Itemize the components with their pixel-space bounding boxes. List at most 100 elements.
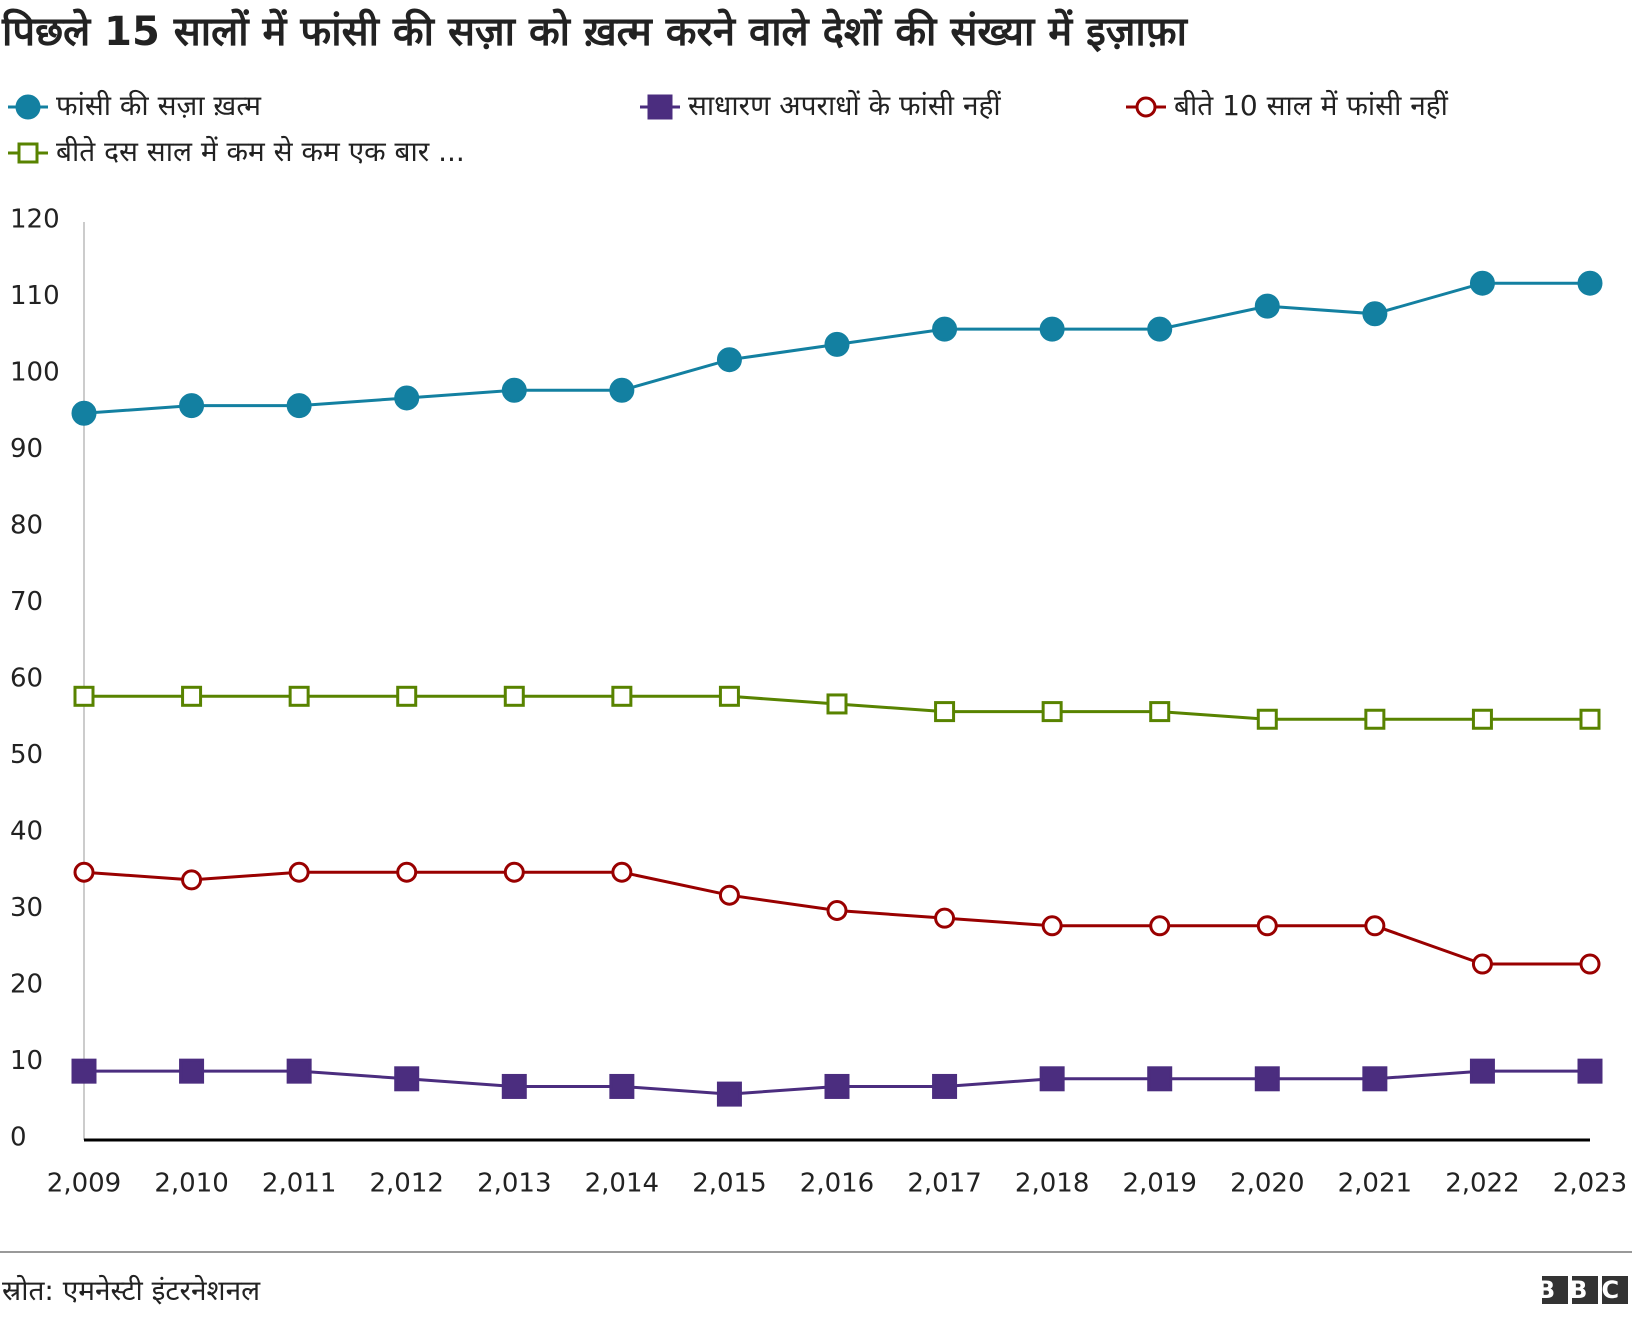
marker xyxy=(716,347,742,373)
logo: BBC xyxy=(1537,1276,1632,1304)
marker xyxy=(824,331,850,357)
marker xyxy=(1039,1066,1065,1092)
legend-item: बीते 10 साल में फांसी नहीं xyxy=(1126,89,1449,122)
legend-label: बीते दस साल में कम से कम एक बार ... xyxy=(56,135,465,168)
marker xyxy=(609,377,635,403)
y-tick-label: 0 xyxy=(10,1123,27,1153)
y-tick-label: 50 xyxy=(10,740,43,770)
marker xyxy=(609,1073,635,1099)
marker xyxy=(1362,1066,1388,1092)
marker xyxy=(1256,708,1278,730)
marker xyxy=(394,1066,420,1092)
x-tick-label: 2,015 xyxy=(692,1169,766,1199)
marker xyxy=(71,1058,97,1084)
marker xyxy=(1256,915,1278,937)
marker xyxy=(179,1058,205,1084)
marker xyxy=(1149,915,1171,937)
marker xyxy=(1254,293,1280,319)
marker xyxy=(396,685,418,707)
legend-item: साधारण अपराधों के फांसी नहीं xyxy=(640,89,1001,122)
marker xyxy=(611,685,633,707)
marker xyxy=(934,701,956,723)
marker xyxy=(1471,708,1493,730)
marker xyxy=(181,685,203,707)
y-tick-label: 30 xyxy=(10,893,43,923)
marker xyxy=(501,1073,527,1099)
y-tick-label: 40 xyxy=(10,817,43,847)
marker xyxy=(1469,270,1495,296)
legend-item: फांसी की सज़ा ख़त्म xyxy=(8,89,262,122)
marker xyxy=(716,1081,742,1107)
marker xyxy=(1147,1066,1173,1092)
marker xyxy=(71,400,97,426)
marker xyxy=(932,316,958,342)
legend-label: बीते 10 साल में फांसी नहीं xyxy=(1174,89,1449,122)
marker xyxy=(611,861,633,883)
marker xyxy=(1364,915,1386,937)
x-tick-label: 2,023 xyxy=(1553,1169,1627,1199)
marker xyxy=(1041,915,1063,937)
marker xyxy=(181,869,203,891)
marker xyxy=(1362,301,1388,327)
marker xyxy=(1039,316,1065,342)
marker xyxy=(1469,1058,1495,1084)
marker xyxy=(288,861,310,883)
marker xyxy=(1577,270,1603,296)
marker xyxy=(1579,953,1601,975)
y-tick-label: 90 xyxy=(10,434,43,464)
x-tick-label: 2,012 xyxy=(369,1169,443,1199)
marker xyxy=(824,1073,850,1099)
y-tick-label: 110 xyxy=(10,281,60,311)
source: स्रोत: एमनेस्टी इंटरनेशनल xyxy=(2,1274,261,1307)
marker xyxy=(1149,701,1171,723)
marker xyxy=(288,685,310,707)
y-tick-label: 100 xyxy=(10,358,60,388)
marker xyxy=(1364,708,1386,730)
y-tick-label: 80 xyxy=(10,511,43,541)
marker xyxy=(1254,1066,1280,1092)
marker xyxy=(503,685,525,707)
x-tick-label: 2,010 xyxy=(154,1169,228,1199)
legend-marker xyxy=(647,94,673,120)
chart-title: पिछले 15 सालों में फांसी की सज़ा को ख़त्… xyxy=(1,8,1189,55)
marker xyxy=(396,861,418,883)
x-tick-label: 2,021 xyxy=(1338,1169,1412,1199)
x-tick-label: 2,019 xyxy=(1122,1169,1196,1199)
y-tick-label: 120 xyxy=(10,205,60,235)
marker xyxy=(1041,701,1063,723)
y-tick-label: 10 xyxy=(10,1046,43,1076)
marker xyxy=(394,385,420,411)
x-tick-label: 2,020 xyxy=(1230,1169,1304,1199)
legend-label: फांसी की सज़ा ख़त्म xyxy=(56,89,262,122)
marker xyxy=(286,393,312,419)
logo-text: BBC xyxy=(1537,1276,1632,1304)
marker xyxy=(932,1073,958,1099)
marker xyxy=(1579,708,1601,730)
x-tick-label: 2,022 xyxy=(1445,1169,1519,1199)
marker xyxy=(1471,953,1493,975)
y-tick-label: 20 xyxy=(10,970,43,1000)
marker xyxy=(826,693,848,715)
marker xyxy=(1577,1058,1603,1084)
x-tick-label: 2,017 xyxy=(907,1169,981,1199)
x-tick-label: 2,009 xyxy=(47,1169,121,1199)
x-tick-label: 2,013 xyxy=(477,1169,551,1199)
x-tick-label: 2,016 xyxy=(800,1169,874,1199)
marker xyxy=(934,907,956,929)
x-tick-label: 2,011 xyxy=(262,1169,336,1199)
y-tick-label: 60 xyxy=(10,664,43,694)
legend-label: साधारण अपराधों के फांसी नहीं xyxy=(688,89,1001,122)
marker xyxy=(179,393,205,419)
marker xyxy=(73,861,95,883)
legend-marker xyxy=(17,142,39,164)
marker xyxy=(501,377,527,403)
legend-item: बीते दस साल में कम से कम एक बार ... xyxy=(8,135,465,168)
marker xyxy=(73,685,95,707)
marker xyxy=(718,884,740,906)
marker xyxy=(1147,316,1173,342)
marker xyxy=(826,900,848,921)
marker xyxy=(503,861,525,883)
marker xyxy=(718,685,740,707)
